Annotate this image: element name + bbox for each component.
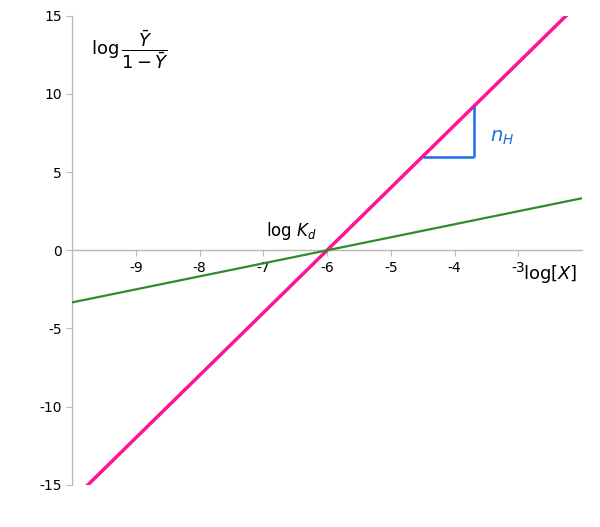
Text: $\log[X]$: $\log[X]$ [523,263,577,285]
Text: $n_H$: $n_H$ [490,128,514,147]
Text: $\log \dfrac{\bar{Y}}{1-\bar{Y}}$: $\log \dfrac{\bar{Y}}{1-\bar{Y}}$ [91,28,169,71]
Text: $\log\,K_d$: $\log\,K_d$ [266,220,317,242]
